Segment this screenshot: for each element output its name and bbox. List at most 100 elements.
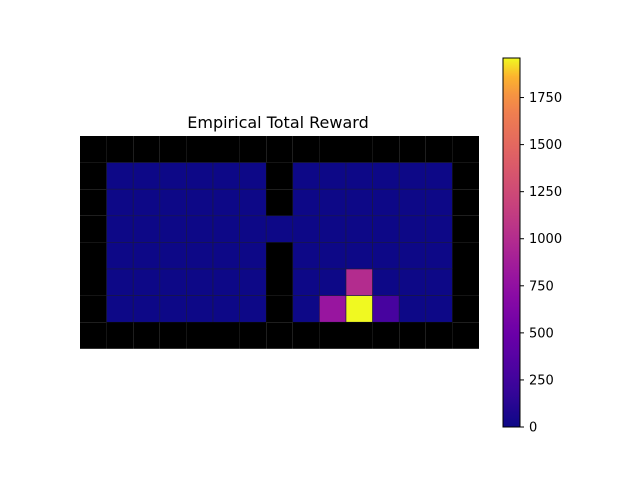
heatmap-cell (159, 215, 187, 243)
wall-cell (319, 136, 346, 163)
wall-cell (186, 322, 213, 349)
wall-cell (452, 136, 479, 163)
wall-cell (452, 215, 479, 243)
heatmap-cell (132, 188, 161, 217)
heatmap-cell (398, 215, 427, 243)
heatmap-cell (292, 215, 320, 243)
colorbar: 0 250 500 750 1000 1250 1500 1750 (502, 57, 562, 436)
heatmap-cell (425, 268, 453, 296)
wall-cell (80, 269, 107, 296)
heatmap-cell (319, 242, 347, 270)
colorbar-tick-label: 1000 (529, 232, 562, 247)
wall-cell (133, 136, 160, 163)
colorbar-ticks: 0 250 500 750 1000 1250 1500 1750 (520, 91, 562, 436)
wall-cell (292, 322, 320, 349)
heatmap-cell (106, 268, 134, 296)
heatmap-cell (212, 242, 240, 270)
heatmap-cell (212, 215, 240, 243)
wall-cell (452, 189, 479, 216)
heatmap-cell (132, 215, 161, 243)
heatmap-cell (106, 295, 134, 323)
heatmap-cell (106, 162, 134, 190)
heatmap-cell (212, 268, 240, 296)
heatmap-cell (239, 295, 267, 323)
heatmap-cell (319, 215, 347, 243)
heatmap-cell (159, 268, 187, 296)
wall-cell (452, 242, 479, 269)
heatmap-cell (186, 188, 214, 217)
wall-cell (213, 322, 240, 349)
heatmap-cell (292, 268, 320, 296)
wall-cell (266, 269, 293, 296)
heatmap-cell (132, 295, 161, 323)
heatmap-cell (372, 295, 400, 323)
wall-cell (346, 136, 373, 163)
heatmap-cell (239, 162, 267, 190)
heatmap-cell (292, 295, 320, 323)
heatmap-cell (372, 188, 400, 217)
wall-cell (399, 322, 426, 349)
wall-cell (80, 162, 107, 190)
wall-cell (292, 136, 320, 163)
wall-cell (319, 322, 346, 349)
wall-cell (106, 136, 134, 163)
wall-cell (133, 322, 160, 349)
heatmap-cell (345, 215, 373, 243)
wall-cell (80, 295, 107, 323)
heatmap-cell (292, 188, 320, 217)
heatmap-cell (132, 162, 161, 190)
heatmap-cell (425, 188, 453, 217)
wall-cell (106, 322, 134, 349)
heatmap-axes (80, 136, 479, 349)
heatmap-cell (212, 188, 240, 217)
heatmap-cell (212, 162, 240, 190)
heatmap-cell (398, 242, 427, 270)
heatmap-cell (319, 188, 347, 217)
heatmap-cell (186, 268, 214, 296)
wall-cell (452, 322, 479, 349)
wall-cell (266, 189, 293, 216)
heatmap-cell (398, 295, 427, 323)
wall-cell (80, 189, 107, 216)
heatmap-cell (159, 162, 187, 190)
wall-cell (186, 136, 213, 163)
heatmap-cell (372, 162, 400, 190)
heatmap-cell (345, 295, 373, 323)
heatmap-cell (398, 162, 427, 190)
heatmap-cell (212, 295, 240, 323)
heatmap-cell (186, 162, 214, 190)
wall-cell (372, 136, 400, 163)
heatmap-cell (372, 215, 400, 243)
chart-title: Empirical Total Reward (187, 113, 369, 132)
colorbar-tick-label: 1500 (529, 138, 562, 153)
wall-cell (266, 322, 293, 349)
heatmap-cell (239, 268, 267, 296)
heatmap-cell (425, 215, 453, 243)
wall-cell (80, 136, 107, 163)
heatmap-cell (345, 162, 373, 190)
wall-cell (266, 242, 293, 269)
heatmap-cell (372, 268, 400, 296)
wall-cell (159, 136, 187, 163)
heatmap-cell (186, 215, 214, 243)
colorbar-tick-label: 1250 (529, 185, 562, 200)
heatmap-cell (265, 215, 294, 243)
colorbar-tick-label: 750 (529, 279, 554, 294)
heatmap-cell (425, 162, 453, 190)
colorbar-tick-label: 250 (529, 373, 554, 388)
wall-cell (425, 136, 453, 163)
wall-cell (80, 242, 107, 269)
wall-cell (159, 322, 187, 349)
heatmap-cell (159, 242, 187, 270)
heatmap-cell (186, 295, 214, 323)
heatmap-cell (425, 242, 453, 270)
wall-cell (346, 322, 373, 349)
heatmap-cell (345, 188, 373, 217)
wall-cell (266, 295, 293, 323)
heatmap-cell (345, 268, 373, 296)
colorbar-tick-label: 1750 (529, 91, 562, 106)
heatmap-cell (239, 215, 267, 243)
wall-cell (80, 322, 107, 349)
heatmap-cell (319, 162, 347, 190)
